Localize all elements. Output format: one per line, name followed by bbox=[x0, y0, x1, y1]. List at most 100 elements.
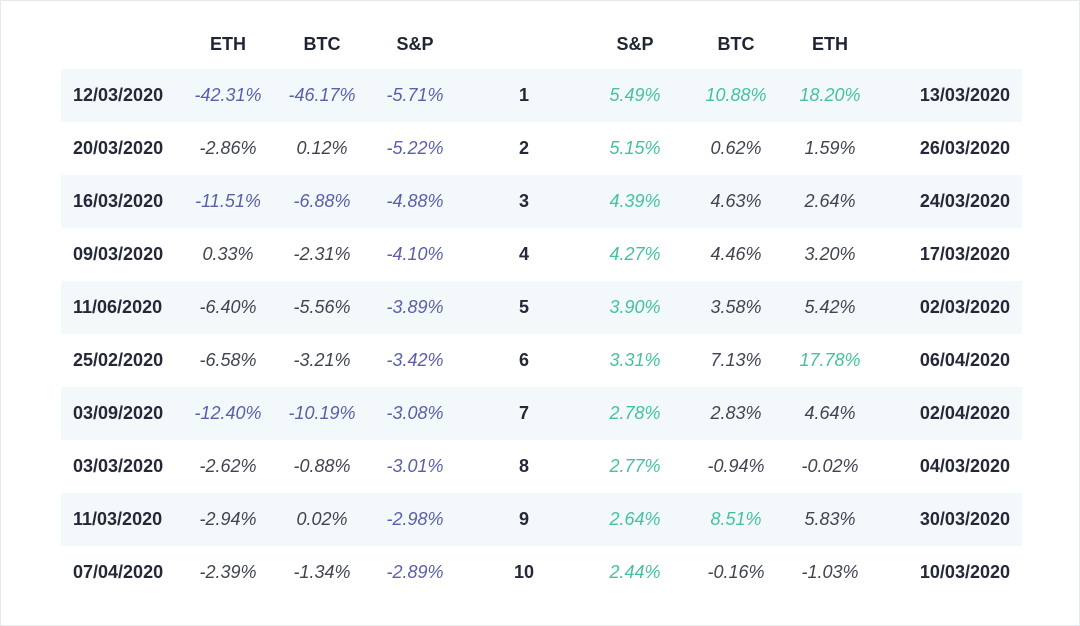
right-sp-cell: 2.44% bbox=[609, 562, 661, 582]
left-sp-cell: -3.89% bbox=[369, 281, 461, 334]
right-date-cell: 26/03/2020 bbox=[919, 138, 1010, 158]
right-date-cell: 30/03/2020 bbox=[871, 493, 1022, 546]
left-btc-cell: -2.31% bbox=[293, 244, 351, 264]
left-btc-cell: -5.56% bbox=[275, 281, 369, 334]
left-sp-cell: -5.71% bbox=[369, 69, 461, 122]
right-btc-cell: 10.88% bbox=[683, 69, 789, 122]
left-eth-cell: -6.58% bbox=[199, 350, 257, 370]
table-row: 11/03/2020 -2.94% 0.02% -2.98% 9 2.64% 8.51% 5.… bbox=[61, 493, 1022, 546]
right-btc-cell: 7.13% bbox=[710, 350, 762, 370]
right-sp-cell: 2.64% bbox=[587, 493, 683, 546]
table-row: 16/03/2020 -11.51% -6.88% -4.88% 3 4.39% 4.63%… bbox=[61, 175, 1022, 228]
right-sp-cell: 4.39% bbox=[587, 175, 683, 228]
right-date-cell: 04/03/2020 bbox=[919, 456, 1010, 476]
left-date-cell: 11/03/2020 bbox=[61, 493, 181, 546]
left-btc-cell: 0.02% bbox=[275, 493, 369, 546]
header-left-date bbox=[61, 19, 181, 69]
left-date-cell: 20/03/2020 bbox=[73, 138, 164, 158]
table-row: 09/03/2020 0.33% -2.31% -4.10% 4 4.27% 4.46% 3.… bbox=[61, 228, 1022, 281]
rank-cell: 7 bbox=[461, 387, 587, 440]
left-sp-cell: -4.10% bbox=[386, 244, 444, 264]
rank-cell: 1 bbox=[461, 69, 587, 122]
rank-cell: 3 bbox=[461, 175, 587, 228]
left-sp-cell: -4.88% bbox=[369, 175, 461, 228]
rank-cell: 6 bbox=[518, 350, 529, 370]
right-eth-cell: 5.83% bbox=[789, 493, 871, 546]
right-btc-cell: -0.94% bbox=[707, 456, 765, 476]
left-sp-cell: -3.01% bbox=[386, 456, 444, 476]
table-body: 12/03/2020 -42.31% -46.17% -5.71% 1 5.49% 10.8… bbox=[61, 69, 1022, 599]
table-row: 11/06/2020 -6.40% -5.56% -3.89% 5 3.90% 3.58% 5… bbox=[61, 281, 1022, 334]
left-eth-cell: 0.33% bbox=[202, 244, 254, 264]
left-eth-cell: -42.31% bbox=[181, 69, 275, 122]
right-eth-cell: -0.02% bbox=[801, 456, 859, 476]
left-date-cell: 09/03/2020 bbox=[73, 244, 164, 264]
right-sp-cell: 3.90% bbox=[587, 281, 683, 334]
left-eth-cell: -2.39% bbox=[199, 562, 257, 582]
left-eth-cell: -6.40% bbox=[181, 281, 275, 334]
right-eth-cell: 4.64% bbox=[789, 387, 871, 440]
left-eth-cell: -2.86% bbox=[199, 138, 257, 158]
returns-table: ETH BTC S&P S&P BTC ETH 12/03/2020 -42.31… bbox=[61, 19, 1022, 599]
table-row: 12/03/2020 -42.31% -46.17% -5.71% 1 5.49% 10.8… bbox=[61, 69, 1022, 122]
right-date-cell: 02/03/2020 bbox=[871, 281, 1022, 334]
right-btc-cell: 8.51% bbox=[683, 493, 789, 546]
rank-cell: 5 bbox=[461, 281, 587, 334]
right-date-cell: 10/03/2020 bbox=[919, 562, 1010, 582]
header-left-btc: BTC bbox=[303, 33, 341, 54]
table-row: 07/04/2020 -2.39% -1.34% -2.89% 10 2.44% -0.16… bbox=[61, 546, 1022, 599]
header-left-eth: ETH bbox=[210, 33, 246, 54]
right-btc-cell: 2.83% bbox=[683, 387, 789, 440]
left-date-cell: 03/09/2020 bbox=[61, 387, 181, 440]
table-row: 20/03/2020 -2.86% 0.12% -5.22% 2 5.15% 0.62% 1.… bbox=[61, 122, 1022, 175]
left-date-cell: 12/03/2020 bbox=[61, 69, 181, 122]
left-btc-cell: -10.19% bbox=[275, 387, 369, 440]
left-btc-cell: -3.21% bbox=[293, 350, 351, 370]
left-eth-cell: -2.62% bbox=[199, 456, 257, 476]
left-btc-cell: -0.88% bbox=[293, 456, 351, 476]
left-eth-cell: -11.51% bbox=[181, 175, 275, 228]
right-btc-cell: 0.62% bbox=[710, 138, 762, 158]
right-sp-cell: 5.15% bbox=[609, 138, 661, 158]
right-btc-cell: 4.63% bbox=[683, 175, 789, 228]
right-sp-cell: 2.78% bbox=[587, 387, 683, 440]
left-eth-cell: -12.40% bbox=[181, 387, 275, 440]
right-date-cell: 06/04/2020 bbox=[919, 350, 1010, 370]
rank-cell: 9 bbox=[461, 493, 587, 546]
left-btc-cell: -46.17% bbox=[275, 69, 369, 122]
table-row: 03/09/2020 -12.40% -10.19% -3.08% 7 2.78% 2.83… bbox=[61, 387, 1022, 440]
left-sp-cell: -5.22% bbox=[386, 138, 444, 158]
left-sp-cell: -3.08% bbox=[369, 387, 461, 440]
table-row: 03/03/2020 -2.62% -0.88% -3.01% 8 2.77% -0.94%… bbox=[61, 440, 1022, 493]
header-rank bbox=[461, 19, 587, 69]
right-date-cell: 13/03/2020 bbox=[871, 69, 1022, 122]
left-date-cell: 11/06/2020 bbox=[61, 281, 181, 334]
header-right-eth: ETH bbox=[812, 33, 848, 54]
right-eth-cell: 18.20% bbox=[789, 69, 871, 122]
right-date-cell: 24/03/2020 bbox=[871, 175, 1022, 228]
left-date-cell: 03/03/2020 bbox=[73, 456, 164, 476]
right-eth-cell: 5.42% bbox=[789, 281, 871, 334]
left-btc-cell: -1.34% bbox=[293, 562, 351, 582]
left-date-cell: 25/02/2020 bbox=[73, 350, 164, 370]
rank-cell: 10 bbox=[513, 562, 535, 582]
left-date-cell: 16/03/2020 bbox=[61, 175, 181, 228]
left-sp-cell: -2.98% bbox=[369, 493, 461, 546]
right-sp-cell: 2.77% bbox=[609, 456, 661, 476]
left-btc-cell: -6.88% bbox=[275, 175, 369, 228]
right-date-cell: 17/03/2020 bbox=[919, 244, 1010, 264]
right-sp-cell: 4.27% bbox=[609, 244, 661, 264]
left-sp-cell: -3.42% bbox=[386, 350, 444, 370]
rank-cell: 4 bbox=[518, 244, 529, 264]
left-btc-cell: 0.12% bbox=[296, 138, 348, 158]
header-right-btc: BTC bbox=[717, 33, 755, 54]
right-eth-cell: 1.59% bbox=[804, 138, 856, 158]
left-eth-cell: -2.94% bbox=[181, 493, 275, 546]
right-btc-cell: 4.46% bbox=[710, 244, 762, 264]
right-eth-cell: 2.64% bbox=[789, 175, 871, 228]
right-eth-cell: -1.03% bbox=[801, 562, 859, 582]
right-btc-cell: -0.16% bbox=[707, 562, 765, 582]
header-row: ETH BTC S&P S&P BTC ETH bbox=[61, 19, 1022, 69]
header-right-sp: S&P bbox=[616, 33, 654, 54]
right-sp-cell: 3.31% bbox=[609, 350, 661, 370]
